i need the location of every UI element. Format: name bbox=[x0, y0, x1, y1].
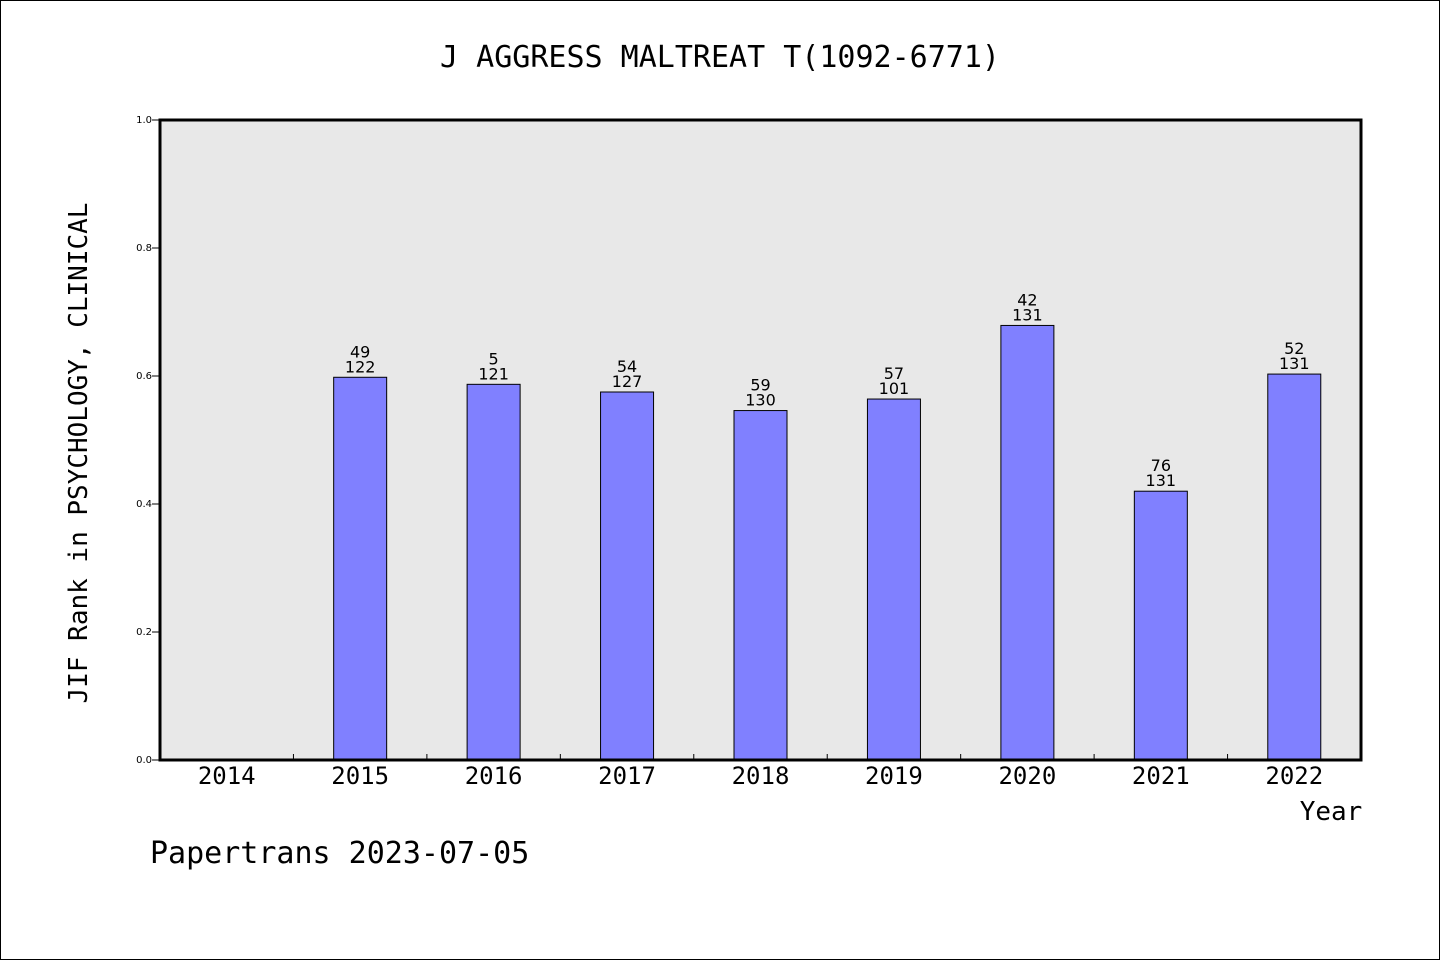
rank-label: 5 bbox=[489, 349, 499, 368]
bar-2016 bbox=[466, 383, 521, 761]
axis-ticks: 0.0 0.2 0.4 0.6 0.8 1.0 2014 2015 2016 2017 2018 20… bbox=[136, 115, 1323, 790]
x-tick-label: 2015 bbox=[331, 762, 389, 790]
bar-2021 bbox=[1133, 490, 1188, 761]
rank-label: 52 bbox=[1284, 339, 1304, 358]
total-label: 127 bbox=[612, 372, 643, 391]
x-tick-label: 2020 bbox=[998, 762, 1056, 790]
y-tick-label: 0.4 bbox=[136, 499, 152, 510]
bar-2020 bbox=[1000, 324, 1055, 761]
footer-credit: Papertrans 2023-07-05 bbox=[150, 836, 529, 871]
chart-title: J AGGRESS MALTREAT T(1092-6771) bbox=[440, 40, 1000, 75]
bar-2019 bbox=[866, 398, 921, 761]
y-tick-label: 0.6 bbox=[136, 371, 152, 382]
total-label: 131 bbox=[1012, 305, 1043, 324]
bar-2022 bbox=[1267, 373, 1322, 761]
x-tick-label: 2019 bbox=[865, 762, 923, 790]
x-tick-label: 2021 bbox=[1132, 762, 1190, 790]
rank-label: 57 bbox=[884, 364, 904, 383]
total-label: 122 bbox=[345, 357, 376, 376]
bar-2015 bbox=[333, 376, 388, 761]
x-axis-label: Year bbox=[1300, 797, 1363, 827]
x-tick-label: 2016 bbox=[465, 762, 523, 790]
bar-series bbox=[333, 324, 1322, 761]
rank-label: 76 bbox=[1151, 456, 1171, 475]
y-tick-label: 0.8 bbox=[136, 243, 152, 254]
y-tick-label: 0.2 bbox=[136, 627, 152, 638]
bar-2018 bbox=[733, 410, 788, 761]
y-tick-label: 1.0 bbox=[136, 115, 152, 126]
x-tick-label: 2017 bbox=[598, 762, 656, 790]
y-axis-label: JIF Rank in PSYCHOLOGY, CLINICAL bbox=[64, 203, 94, 704]
rank-label: 59 bbox=[750, 376, 770, 395]
total-label: 121 bbox=[478, 364, 509, 383]
y-tick-label: 0.0 bbox=[136, 755, 152, 766]
bar-2017 bbox=[600, 391, 655, 761]
total-label: 131 bbox=[1279, 354, 1310, 373]
total-label: 131 bbox=[1146, 471, 1177, 490]
plot-border bbox=[158, 118, 1363, 762]
x-tick-label: 2022 bbox=[1265, 762, 1323, 790]
rank-label: 49 bbox=[350, 342, 370, 361]
x-tick-label: 2014 bbox=[198, 762, 256, 790]
total-label: 101 bbox=[879, 379, 910, 398]
x-tick-label: 2018 bbox=[732, 762, 790, 790]
rank-label: 54 bbox=[617, 357, 637, 376]
total-label: 130 bbox=[745, 391, 776, 410]
rank-label: 42 bbox=[1017, 290, 1037, 309]
